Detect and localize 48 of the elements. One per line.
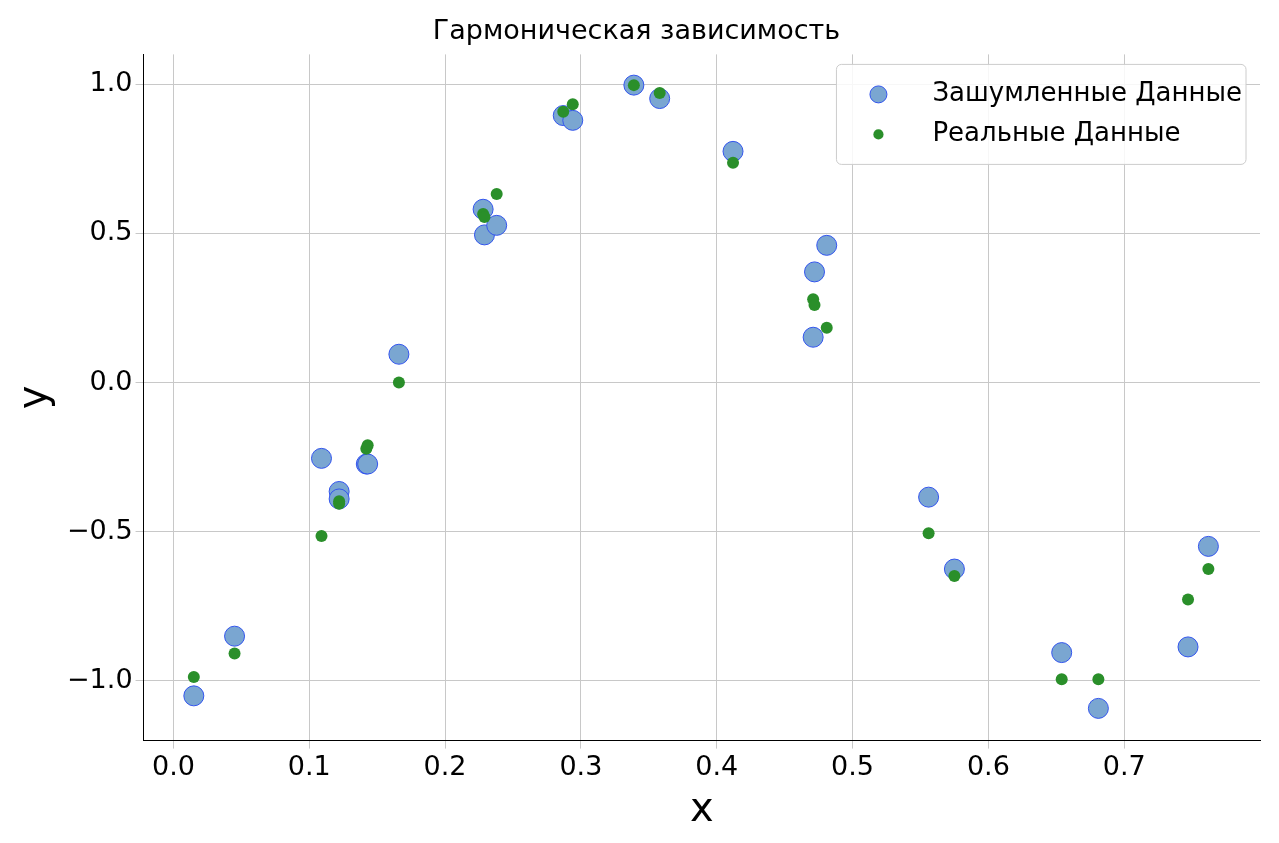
point <box>566 98 579 111</box>
point <box>388 343 410 365</box>
point <box>562 109 584 131</box>
x-tick-label: 0.5 <box>831 749 875 781</box>
point <box>224 625 246 647</box>
point <box>1182 593 1195 606</box>
point <box>727 156 740 169</box>
x-tick-label: 0.0 <box>151 749 195 781</box>
point <box>948 569 961 582</box>
point <box>1051 642 1073 664</box>
y-tick-label: −0.5 <box>67 513 133 545</box>
point <box>490 188 503 201</box>
point <box>802 326 824 348</box>
y-axis-title: y <box>9 385 56 410</box>
x-tick-label: 0.7 <box>1102 749 1146 781</box>
point <box>183 685 205 707</box>
point <box>722 140 744 162</box>
point <box>1087 697 1109 719</box>
point <box>918 486 940 508</box>
x-tick-label: 0.6 <box>966 749 1010 781</box>
legend-label: Реальные Данные <box>932 117 1181 148</box>
point <box>1202 563 1215 576</box>
point <box>486 214 508 236</box>
y-tick-label: 1.0 <box>89 66 133 98</box>
x-tick-label: 0.3 <box>559 749 603 781</box>
legend-label: Зашумленные Данные <box>932 77 1242 108</box>
x-tick-label: 0.1 <box>287 749 331 781</box>
point <box>1177 636 1199 658</box>
point <box>1197 535 1219 557</box>
y-tick-label: −1.0 <box>67 662 133 694</box>
chart-title: Гармоническая зависимость <box>432 14 841 46</box>
point <box>816 234 838 256</box>
x-tick-label: 0.4 <box>695 749 739 781</box>
point <box>804 261 826 283</box>
point <box>187 671 200 684</box>
point <box>392 376 405 389</box>
point <box>315 529 328 542</box>
point <box>808 299 821 312</box>
y-tick-label: 0.5 <box>89 215 133 247</box>
point <box>310 447 332 469</box>
point <box>1055 673 1068 686</box>
x-axis-title: x <box>689 784 714 831</box>
point <box>1092 673 1105 686</box>
point <box>820 321 833 334</box>
point <box>922 527 935 540</box>
y-tick-label: 0.0 <box>89 364 133 396</box>
point <box>228 647 241 660</box>
x-tick-label: 0.2 <box>423 749 467 781</box>
